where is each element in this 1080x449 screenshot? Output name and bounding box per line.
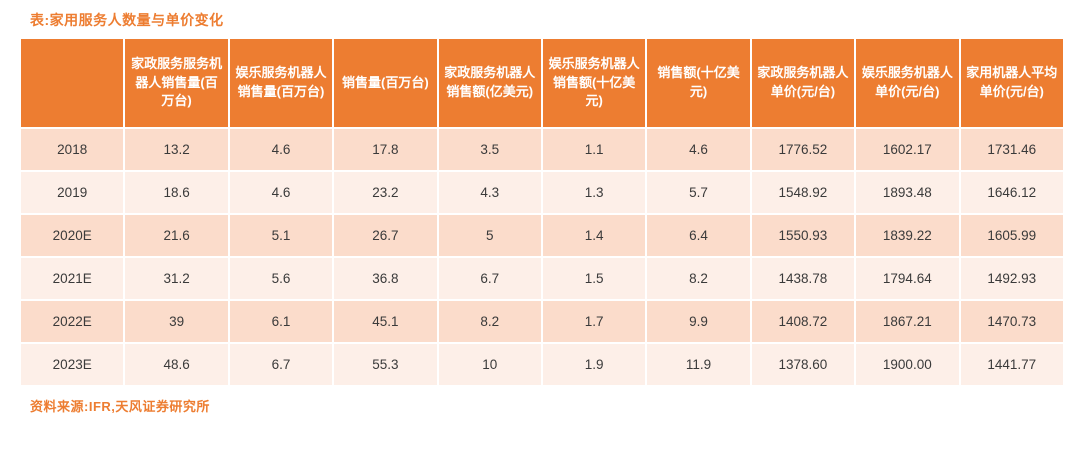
table-cell: 5.6 bbox=[229, 258, 333, 299]
table-cell: 1408.72 bbox=[751, 301, 855, 342]
row-year: 2021E bbox=[21, 258, 124, 299]
table-cell: 31.2 bbox=[125, 258, 228, 299]
column-header: 销售额(十亿美元) bbox=[647, 39, 750, 127]
column-header-empty bbox=[21, 39, 124, 127]
table-row: 2020E 21.6 5.1 26.7 5 1.4 6.4 1550.93 18… bbox=[21, 215, 1063, 256]
column-header: 娱乐服务机器人销售量(百万台) bbox=[229, 39, 333, 127]
table-cell: 8.2 bbox=[647, 258, 750, 299]
table-cell: 48.6 bbox=[125, 344, 228, 385]
table-cell: 4.6 bbox=[229, 129, 333, 170]
table-cell: 6.4 bbox=[647, 215, 750, 256]
table-cell: 1867.21 bbox=[856, 301, 959, 342]
table-row: 2023E 48.6 6.7 55.3 10 1.9 11.9 1378.60 … bbox=[21, 344, 1063, 385]
table-cell: 9.9 bbox=[647, 301, 750, 342]
table-cell: 4.3 bbox=[438, 172, 541, 213]
table-cell: 1.7 bbox=[542, 301, 646, 342]
table-cell: 39 bbox=[125, 301, 228, 342]
table-cell: 1839.22 bbox=[856, 215, 959, 256]
table-cell: 1731.46 bbox=[960, 129, 1063, 170]
column-header: 销售量(百万台) bbox=[334, 39, 437, 127]
source-note: 资料来源:IFR,天风证券研究所 bbox=[30, 399, 210, 414]
table-body: 2018 13.2 4.6 17.8 3.5 1.1 4.6 1776.52 1… bbox=[21, 129, 1063, 385]
table-cell: 45.1 bbox=[334, 301, 437, 342]
table-cell: 1893.48 bbox=[856, 172, 959, 213]
column-header: 娱乐服务机器人单价(元/台) bbox=[856, 39, 959, 127]
table-cell: 21.6 bbox=[125, 215, 228, 256]
table-cell: 1.1 bbox=[542, 129, 646, 170]
table-cell: 3.5 bbox=[438, 129, 541, 170]
table-cell: 11.9 bbox=[647, 344, 750, 385]
row-year: 2022E bbox=[21, 301, 124, 342]
table-title: 表:家用服务人数量与单价变化 bbox=[30, 12, 224, 28]
table-cell: 1646.12 bbox=[960, 172, 1063, 213]
table-row: 2018 13.2 4.6 17.8 3.5 1.1 4.6 1776.52 1… bbox=[21, 129, 1063, 170]
table-cell: 1441.77 bbox=[960, 344, 1063, 385]
table-cell: 1378.60 bbox=[751, 344, 855, 385]
table-cell: 1492.93 bbox=[960, 258, 1063, 299]
table-cell: 6.1 bbox=[229, 301, 333, 342]
table-cell: 1602.17 bbox=[856, 129, 959, 170]
table-cell: 5.7 bbox=[647, 172, 750, 213]
column-header: 家政服务机器人销售额(亿美元) bbox=[438, 39, 541, 127]
table-row: 2022E 39 6.1 45.1 8.2 1.7 9.9 1408.72 18… bbox=[21, 301, 1063, 342]
table-cell: 1605.99 bbox=[960, 215, 1063, 256]
column-header: 家政服务机器人单价(元/台) bbox=[751, 39, 855, 127]
table-cell: 10 bbox=[438, 344, 541, 385]
table-cell: 17.8 bbox=[334, 129, 437, 170]
data-table: 家政服务服务机器人销售量(百万台) 娱乐服务机器人销售量(百万台) 销售量(百万… bbox=[19, 37, 1065, 387]
table-cell: 26.7 bbox=[334, 215, 437, 256]
table-cell: 1438.78 bbox=[751, 258, 855, 299]
table-cell: 1550.93 bbox=[751, 215, 855, 256]
table-cell: 4.6 bbox=[647, 129, 750, 170]
table-cell: 1.9 bbox=[542, 344, 646, 385]
column-header: 娱乐服务机器人销售额(十亿美元) bbox=[542, 39, 646, 127]
header-row: 家政服务服务机器人销售量(百万台) 娱乐服务机器人销售量(百万台) 销售量(百万… bbox=[21, 39, 1063, 127]
table-cell: 1.3 bbox=[542, 172, 646, 213]
table-cell: 13.2 bbox=[125, 129, 228, 170]
table-cell: 5.1 bbox=[229, 215, 333, 256]
table-header: 家政服务服务机器人销售量(百万台) 娱乐服务机器人销售量(百万台) 销售量(百万… bbox=[21, 39, 1063, 127]
table-cell: 6.7 bbox=[229, 344, 333, 385]
table-cell: 1.5 bbox=[542, 258, 646, 299]
table-cell: 1.4 bbox=[542, 215, 646, 256]
column-header: 家政服务服务机器人销售量(百万台) bbox=[125, 39, 228, 127]
table-cell: 1470.73 bbox=[960, 301, 1063, 342]
column-header: 家用机器人平均单价(元/台) bbox=[960, 39, 1063, 127]
table-cell: 36.8 bbox=[334, 258, 437, 299]
row-year: 2019 bbox=[21, 172, 124, 213]
table-cell: 55.3 bbox=[334, 344, 437, 385]
row-year: 2023E bbox=[21, 344, 124, 385]
table-cell: 23.2 bbox=[334, 172, 437, 213]
table-cell: 5 bbox=[438, 215, 541, 256]
table-cell: 1794.64 bbox=[856, 258, 959, 299]
table-cell: 4.6 bbox=[229, 172, 333, 213]
table-cell: 1900.00 bbox=[856, 344, 959, 385]
table-row: 2019 18.6 4.6 23.2 4.3 1.3 5.7 1548.92 1… bbox=[21, 172, 1063, 213]
table-cell: 18.6 bbox=[125, 172, 228, 213]
table-cell: 6.7 bbox=[438, 258, 541, 299]
row-year: 2020E bbox=[21, 215, 124, 256]
row-year: 2018 bbox=[21, 129, 124, 170]
table-cell: 1548.92 bbox=[751, 172, 855, 213]
table-row: 2021E 31.2 5.6 36.8 6.7 1.5 8.2 1438.78 … bbox=[21, 258, 1063, 299]
table-cell: 8.2 bbox=[438, 301, 541, 342]
table-cell: 1776.52 bbox=[751, 129, 855, 170]
